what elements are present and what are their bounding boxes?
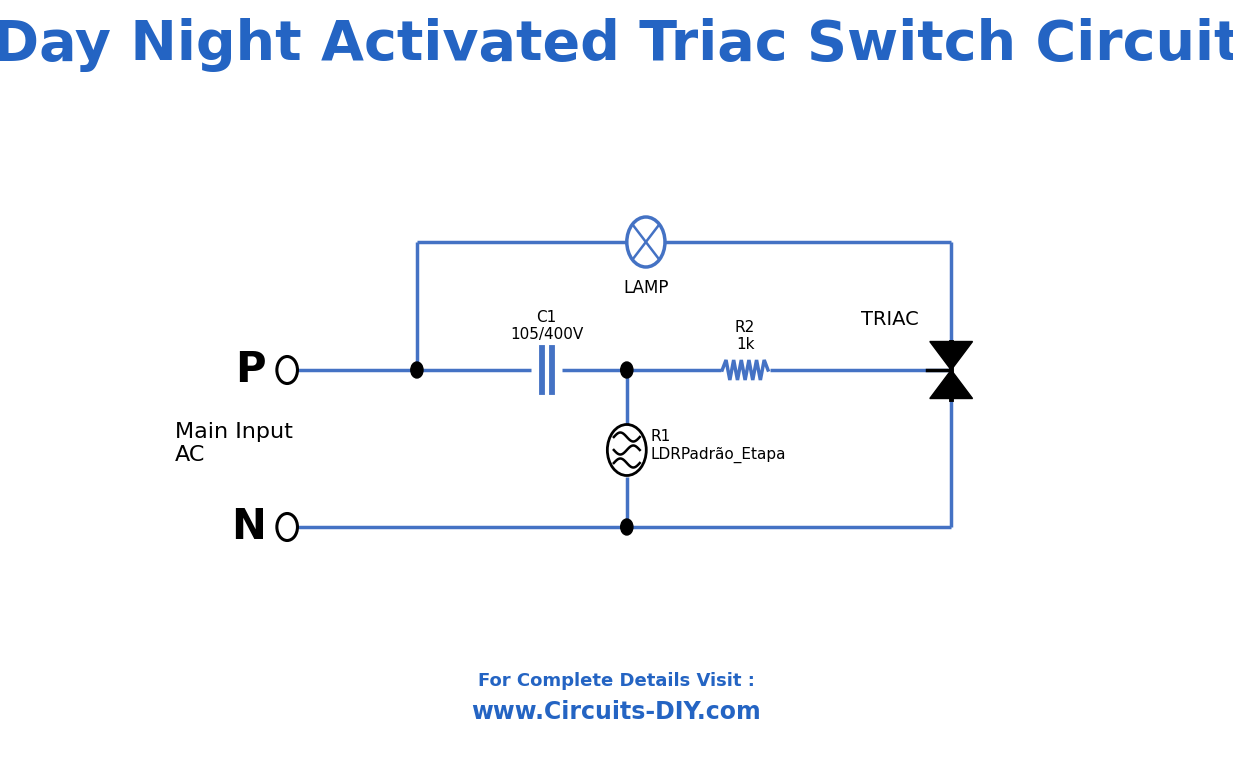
Circle shape (620, 519, 633, 535)
Circle shape (620, 362, 633, 378)
Text: R2
1k: R2 1k (735, 319, 756, 352)
Text: N: N (231, 506, 266, 548)
Text: P: P (236, 349, 266, 391)
Text: Main Input
AC: Main Input AC (175, 422, 293, 465)
Polygon shape (930, 341, 973, 370)
Text: TRIAC: TRIAC (861, 310, 919, 329)
Circle shape (411, 362, 423, 378)
Polygon shape (930, 370, 973, 399)
Text: C1
105/400V: C1 105/400V (510, 309, 583, 342)
Text: For Complete Details Visit :: For Complete Details Visit : (478, 672, 755, 690)
Text: Day Night Activated Triac Switch Circuit: Day Night Activated Triac Switch Circuit (0, 18, 1233, 72)
Text: R1
LDRPadrão_Etapa: R1 LDRPadrão_Etapa (651, 429, 787, 463)
Text: LAMP: LAMP (623, 279, 668, 297)
Text: www.Circuits-DIY.com: www.Circuits-DIY.com (472, 700, 761, 724)
